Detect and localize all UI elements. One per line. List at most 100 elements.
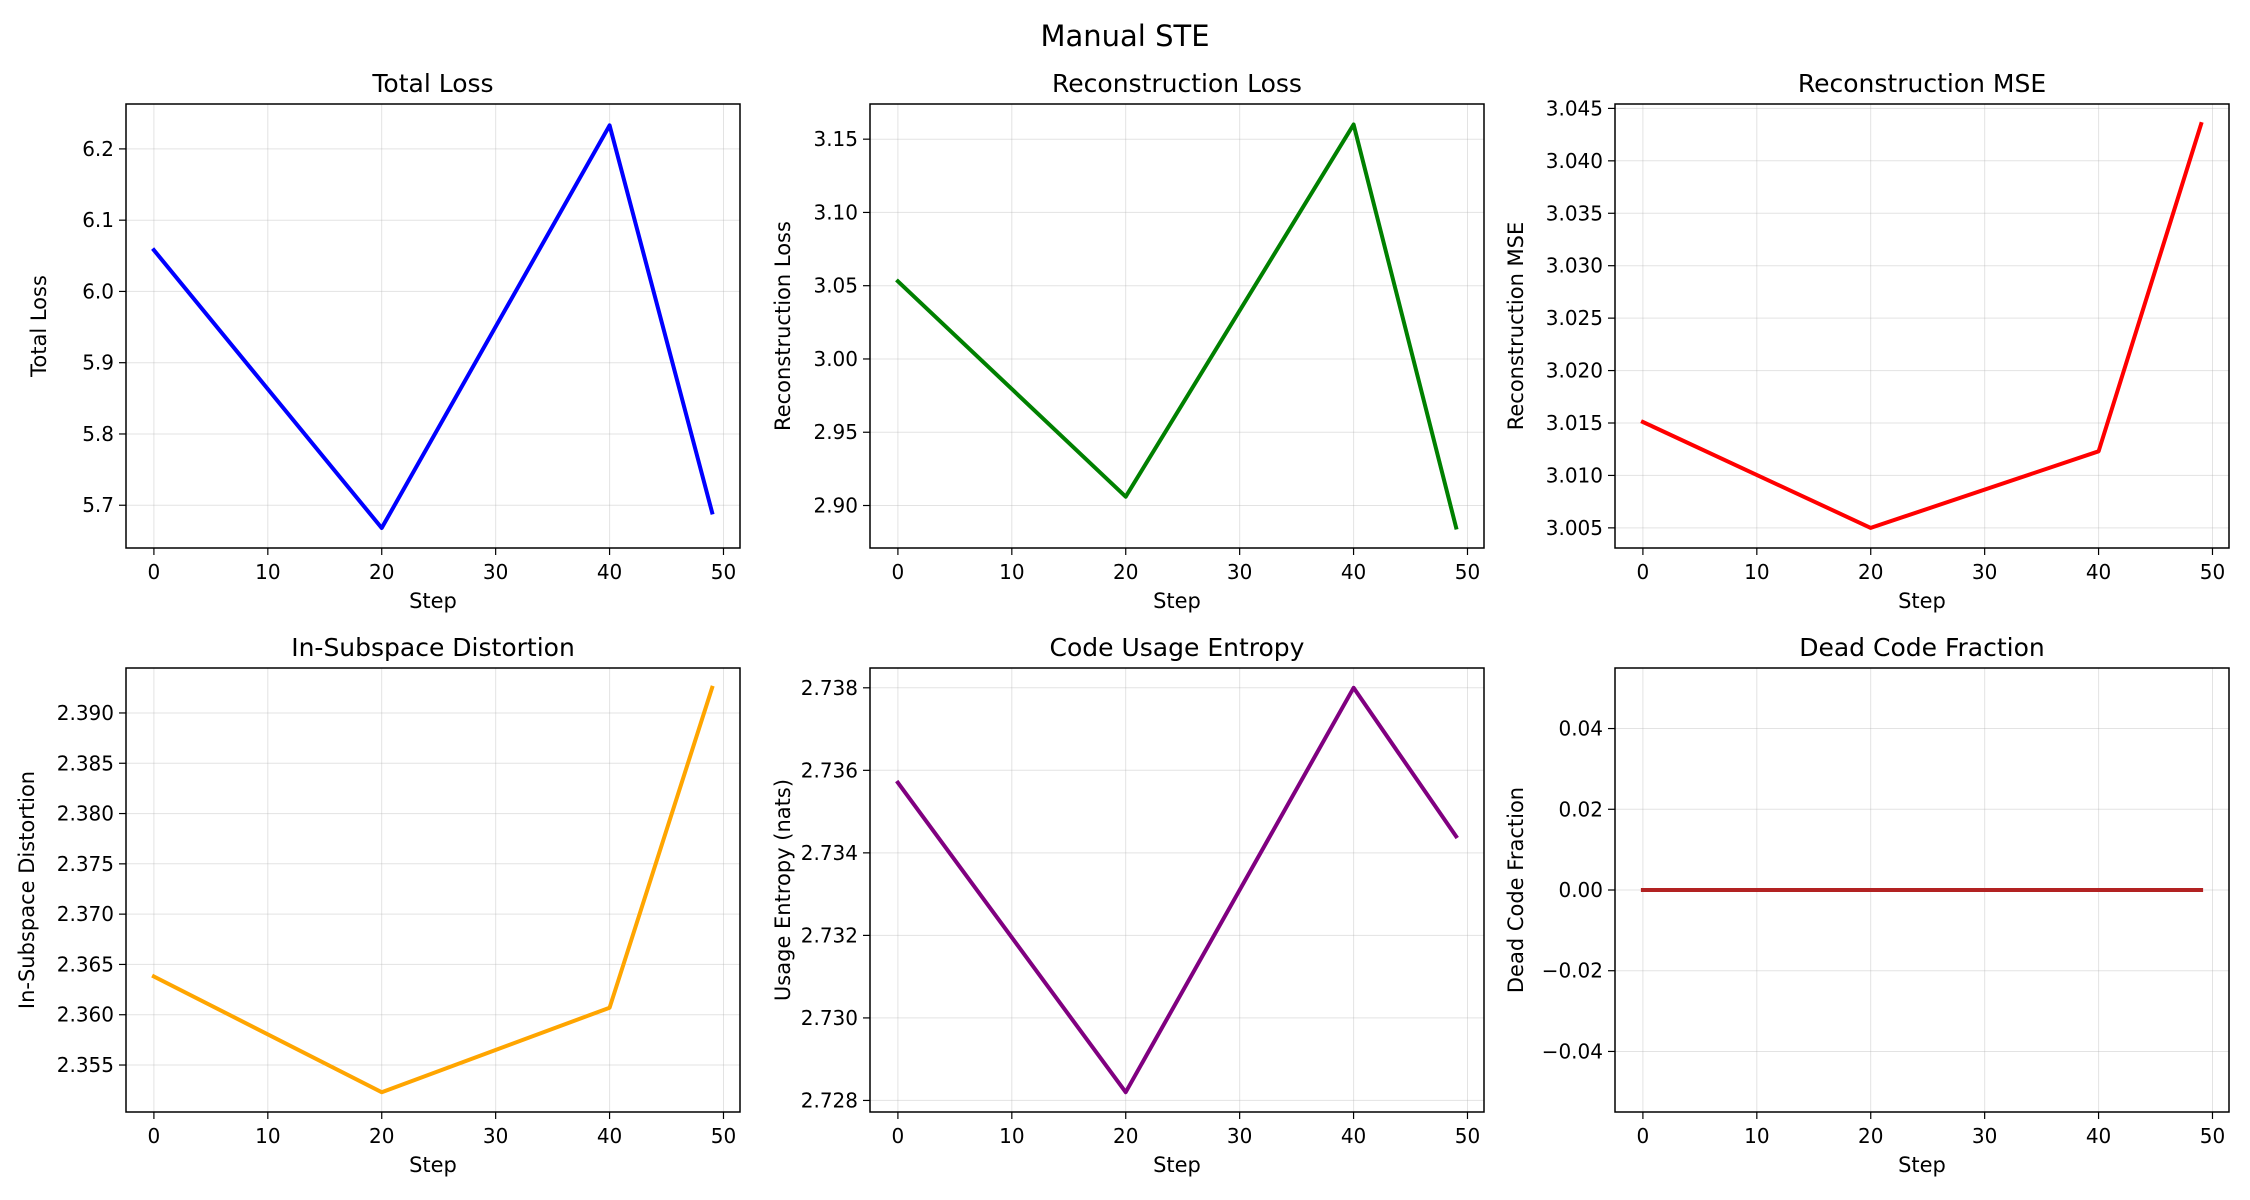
x-tick-label: 20 — [1858, 1124, 1883, 1148]
y-tick-label: 3.045 — [1546, 96, 1603, 120]
x-tick-label: 50 — [2200, 560, 2225, 584]
y-tick-label: 2.728 — [801, 1088, 858, 1112]
axes-frame — [869, 103, 1485, 549]
x-tick-label: 10 — [1744, 1124, 1769, 1148]
x-tick-label: 0 — [1637, 1124, 1650, 1148]
series-line-1 — [895, 122, 1459, 530]
x-tick-label: 10 — [255, 560, 280, 584]
y-tick-label: 6.2 — [82, 137, 114, 161]
x-tick-label: 30 — [483, 1124, 508, 1148]
x-axis-label: Step — [1898, 1153, 1946, 1177]
y-tick-label: 3.00 — [813, 347, 858, 371]
subplot-title: In-Subspace Distortion — [291, 633, 575, 662]
series-line-1 — [1640, 121, 2204, 530]
x-tick-label: 50 — [1455, 1124, 1480, 1148]
series-line-1 — [151, 123, 715, 530]
y-tick-label: −0.02 — [1542, 959, 1603, 983]
y-tick-label: 6.1 — [82, 208, 114, 232]
y-tick-label: 0.00 — [1558, 878, 1603, 902]
y-axis-label: In-Subspace Distortion — [15, 771, 39, 1009]
y-tick-label: 3.05 — [813, 274, 858, 298]
axes-frame — [869, 667, 1485, 1113]
axes-frame — [125, 667, 741, 1113]
y-tick-label: 2.738 — [801, 676, 858, 700]
x-tick-label: 0 — [148, 1124, 161, 1148]
subplot-title: Total Loss — [371, 69, 493, 98]
x-tick-label: 50 — [711, 1124, 736, 1148]
x-tick-label: 30 — [1227, 1124, 1252, 1148]
y-tick-label: 2.385 — [57, 751, 114, 775]
y-tick-label: 5.9 — [82, 351, 114, 375]
y-tick-label: 2.375 — [57, 852, 114, 876]
y-tick-label: 2.734 — [801, 841, 858, 865]
x-tick-label: 30 — [1227, 560, 1252, 584]
x-tick-label: 30 — [1972, 560, 1997, 584]
subplot-3: 0 10 20 30 40 50 3.005 3.010 3.015 3.020 3.025 3.03… — [1504, 69, 2230, 613]
x-tick-label: 0 — [1637, 560, 1650, 584]
y-tick-label: 3.030 — [1546, 254, 1603, 278]
x-tick-label: 40 — [2086, 560, 2111, 584]
axes-frame — [1614, 103, 2230, 549]
subplot-grid: 0 10 20 30 40 50 5.7 5.8 5.9 6.0 6.1 6.2 Total Loss S… — [15, 69, 2230, 1177]
x-axis-label: Step — [409, 1153, 457, 1177]
x-tick-label: 30 — [1972, 1124, 1997, 1148]
y-tick-label: 2.365 — [57, 952, 114, 976]
y-tick-label: 2.730 — [801, 1006, 858, 1030]
x-tick-label: 50 — [711, 560, 736, 584]
y-axis-label: Usage Entropy (nats) — [771, 779, 795, 1001]
y-tick-label: 2.736 — [801, 758, 858, 782]
subplot-title: Reconstruction Loss — [1052, 69, 1302, 98]
subplot-title: Code Usage Entropy — [1050, 633, 1305, 662]
y-tick-label: 3.005 — [1546, 516, 1603, 540]
y-tick-label: 3.020 — [1546, 359, 1603, 383]
y-tick-label: 2.90 — [813, 494, 858, 518]
x-axis-label: Step — [1898, 589, 1946, 613]
subplot-5: 0 10 20 30 40 50 2.728 2.730 2.732 2.734 2.736 2.73… — [771, 633, 1485, 1177]
y-tick-label: 0.02 — [1558, 797, 1603, 821]
y-tick-label: 3.10 — [813, 200, 858, 224]
x-tick-label: 20 — [369, 560, 394, 584]
x-tick-label: 20 — [369, 1124, 394, 1148]
y-axis-label: Reconstruction MSE — [1504, 222, 1528, 431]
x-tick-label: 20 — [1113, 560, 1138, 584]
axes-frame — [125, 103, 741, 549]
x-tick-label: 50 — [2200, 1124, 2225, 1148]
series-line-1 — [151, 685, 715, 1095]
x-tick-label: 30 — [483, 560, 508, 584]
x-axis-label: Step — [409, 589, 457, 613]
y-tick-label: 2.355 — [57, 1053, 114, 1077]
y-tick-label: 5.8 — [82, 422, 114, 446]
y-tick-label: 3.040 — [1546, 149, 1603, 173]
x-tick-label: 40 — [597, 560, 622, 584]
x-tick-label: 20 — [1113, 1124, 1138, 1148]
y-axis-label: Dead Code Fraction — [1504, 787, 1528, 993]
y-tick-label: 2.390 — [57, 701, 114, 725]
x-tick-label: 40 — [597, 1124, 622, 1148]
x-tick-label: 20 — [1858, 560, 1883, 584]
y-tick-label: 2.380 — [57, 802, 114, 826]
x-tick-label: 10 — [255, 1124, 280, 1148]
y-tick-label: 3.010 — [1546, 463, 1603, 487]
y-tick-label: 3.15 — [813, 127, 858, 151]
x-tick-label: 40 — [1341, 560, 1366, 584]
y-tick-label: 3.015 — [1546, 411, 1603, 435]
x-axis-label: Step — [1153, 1153, 1201, 1177]
subplot-title: Reconstruction MSE — [1798, 69, 2046, 98]
y-tick-label: −0.04 — [1542, 1039, 1603, 1063]
x-tick-label: 0 — [148, 560, 161, 584]
x-tick-label: 50 — [1455, 560, 1480, 584]
y-tick-label: 2.732 — [801, 923, 858, 947]
x-tick-label: 40 — [2086, 1124, 2111, 1148]
y-tick-label: 3.035 — [1546, 201, 1603, 225]
subplot-4: 0 10 20 30 40 50 2.355 2.360 2.365 2.370 2.375 2.38… — [15, 633, 741, 1177]
subplot-title: Dead Code Fraction — [1799, 633, 2045, 662]
y-tick-label: 6.0 — [82, 279, 114, 303]
x-tick-label: 0 — [892, 560, 905, 584]
y-tick-label: 2.370 — [57, 902, 114, 926]
x-tick-label: 0 — [892, 1124, 905, 1148]
y-tick-label: 5.7 — [82, 493, 114, 517]
y-tick-label: 3.025 — [1546, 306, 1603, 330]
x-tick-label: 40 — [1341, 1124, 1366, 1148]
subplot-2: 0 10 20 30 40 50 2.90 2.95 3.00 3.05 3.10 3.15 Recon… — [771, 69, 1485, 613]
